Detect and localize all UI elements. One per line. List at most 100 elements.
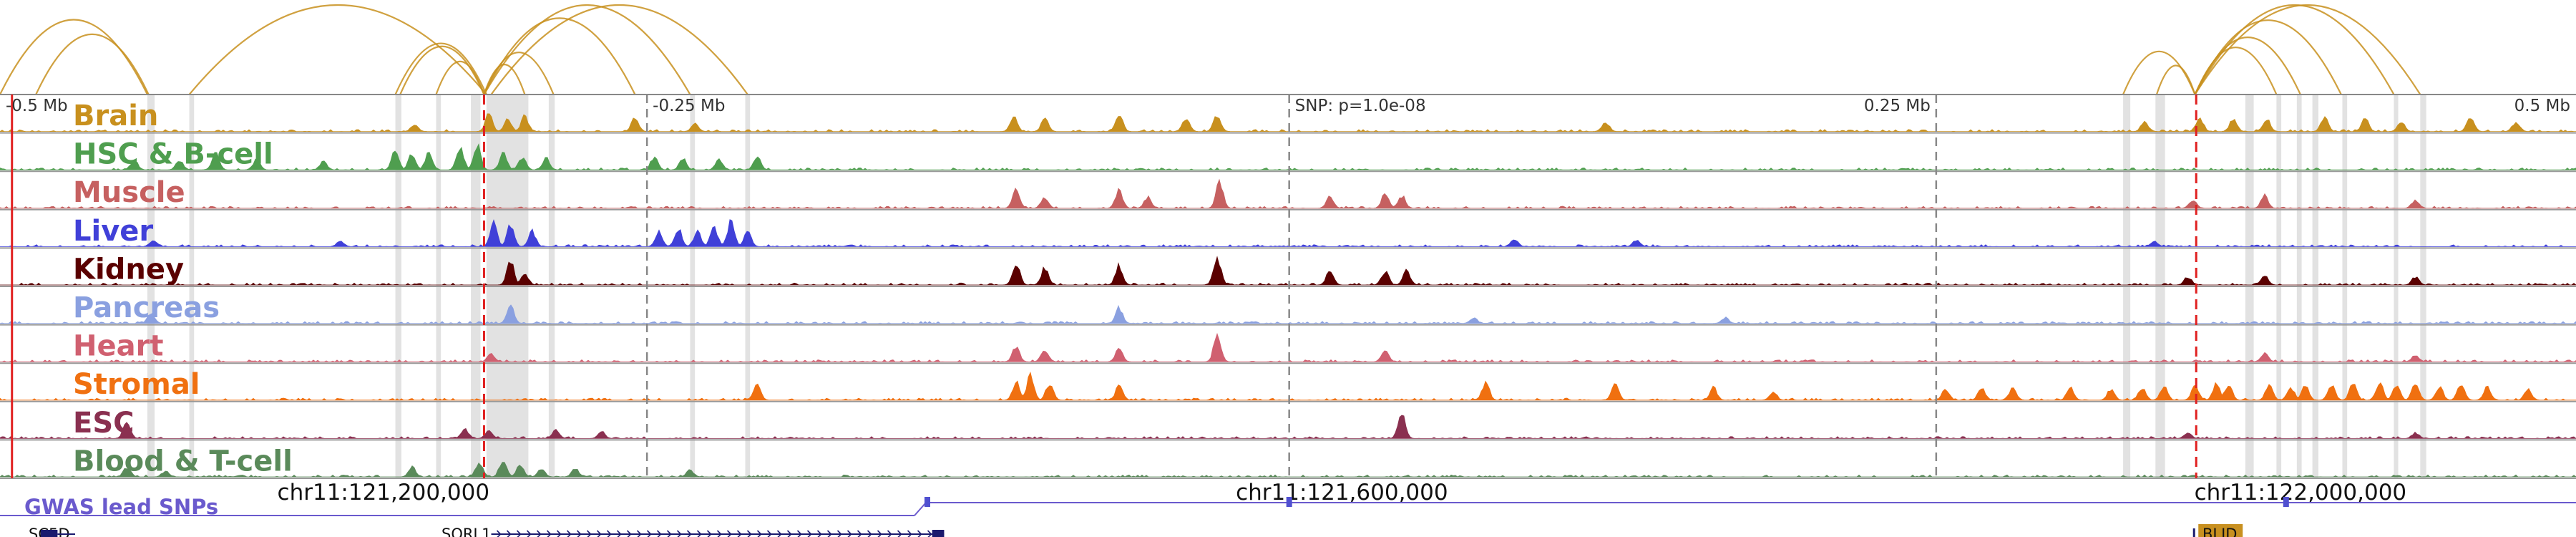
gene-strand-1 bbox=[816, 530, 822, 537]
bottom-tick-label-1: chr11:121,600,000 bbox=[1236, 480, 1448, 505]
gene-strand-1 bbox=[506, 530, 512, 537]
loop-arc-4 bbox=[399, 45, 485, 95]
loop-arc-1 bbox=[35, 33, 150, 95]
gene-strand-1 bbox=[776, 530, 782, 537]
track-signal-8 bbox=[0, 415, 2576, 439]
gene-strand-1 bbox=[756, 530, 762, 537]
loop-arcs bbox=[0, 4, 2421, 95]
gene-strand-1 bbox=[857, 530, 862, 537]
gene-strand-1 bbox=[646, 530, 652, 537]
bottom-annotations: GWAS lead SNPs chr11:121,200,000 chr11:12… bbox=[0, 480, 2576, 537]
track-signal-2 bbox=[0, 178, 2576, 209]
gene-strand-1 bbox=[676, 530, 682, 537]
loop-arc-8 bbox=[483, 17, 636, 95]
loop-arc-12 bbox=[2155, 64, 2196, 95]
bottom-tick-label-0: chr11:121,200,000 bbox=[278, 480, 490, 505]
track-signal-1 bbox=[0, 143, 2576, 170]
track-labels: Brain HSC & B-cell Muscle Liver Kidney Pancre… bbox=[73, 100, 293, 478]
loop-arc-16 bbox=[2194, 4, 2395, 95]
loop-arc-2 bbox=[188, 4, 487, 95]
gene-strand-1 bbox=[686, 530, 692, 537]
track-label-1: HSC & B-cell bbox=[73, 138, 273, 171]
gene-label-2: BLID bbox=[2202, 526, 2237, 537]
marker-lines bbox=[11, 95, 2197, 478]
loop-arc-9 bbox=[483, 4, 691, 95]
track-label-9: Blood & T-cell bbox=[73, 445, 293, 478]
bottom-tick-label-2: chr11:122,000,000 bbox=[2195, 480, 2407, 505]
gene-strand-1 bbox=[746, 530, 752, 537]
loop-arc-5 bbox=[435, 61, 485, 95]
gene-strand-1 bbox=[496, 530, 502, 537]
gene-strand-1 bbox=[867, 530, 872, 537]
gene-strand-1 bbox=[796, 530, 802, 537]
gene-strand-1 bbox=[616, 530, 622, 537]
gene-strand-1 bbox=[887, 530, 892, 537]
gene-strand-1 bbox=[626, 530, 632, 537]
track-label-3: Liver bbox=[73, 215, 153, 248]
gene-strand-1 bbox=[786, 530, 792, 537]
gene-strand-1 bbox=[766, 530, 772, 537]
gene-strand-1 bbox=[606, 530, 612, 537]
gene-strand-1 bbox=[907, 530, 912, 537]
gene-strand-1 bbox=[696, 530, 702, 537]
gene-strand-1 bbox=[736, 530, 742, 537]
gene-strand-1 bbox=[586, 530, 592, 537]
loop-arc-10 bbox=[490, 4, 748, 95]
gwas-snp-0 bbox=[924, 497, 930, 507]
gwas-snp-1 bbox=[1286, 497, 1292, 507]
gene-strand-1 bbox=[656, 530, 662, 537]
track-label-4: Kidney bbox=[73, 253, 184, 286]
gwas-snp-2 bbox=[2283, 497, 2289, 507]
top-tick-label-0: -0.5 Mb bbox=[6, 97, 68, 115]
gene-strand-1 bbox=[596, 530, 602, 537]
top-tick-label-2: SNP: p=1.0e-08 bbox=[1295, 97, 1426, 115]
gene-strand-1 bbox=[546, 530, 552, 537]
track-label-0: Brain bbox=[73, 100, 158, 132]
track-signal-4 bbox=[0, 256, 2576, 286]
gene-strand-1 bbox=[536, 530, 542, 537]
loop-arc-7 bbox=[483, 52, 555, 95]
loop-arc-17 bbox=[2194, 4, 2421, 95]
loop-arc-3 bbox=[394, 42, 487, 95]
track-signal-3 bbox=[0, 219, 2576, 247]
track-label-7: Stromal bbox=[73, 368, 200, 401]
gene-strand-1 bbox=[847, 530, 852, 537]
gene-strand-1 bbox=[706, 530, 712, 537]
gene-strand-1 bbox=[826, 530, 832, 537]
top-tick-label-4: 0.5 Mb bbox=[2514, 97, 2570, 115]
gene-strand-1 bbox=[556, 530, 562, 537]
track-signal-9 bbox=[0, 462, 2576, 478]
gene-strand-1 bbox=[877, 530, 882, 537]
gene-strand-1 bbox=[576, 530, 582, 537]
top-axis: -0.5 Mb -0.25 Mb SNP: p=1.0e-08 0.25 Mb 0.5 … bbox=[6, 95, 2570, 478]
signal-tracks bbox=[0, 94, 2576, 479]
gene-strand-1 bbox=[917, 530, 922, 537]
gwas-connector bbox=[914, 502, 927, 516]
gene-strand-1 bbox=[516, 530, 522, 537]
loop-arc-0 bbox=[0, 19, 148, 95]
track-signal-5 bbox=[0, 304, 2576, 324]
track-signal-0 bbox=[0, 113, 2576, 132]
gene-strand-1 bbox=[526, 530, 532, 537]
gene-strand-1 bbox=[636, 530, 642, 537]
track-label-5: Pancreas bbox=[73, 291, 220, 324]
track-label-8: ESC bbox=[73, 407, 135, 440]
top-tick-label-1: -0.25 Mb bbox=[653, 97, 725, 115]
gene-strand-1 bbox=[666, 530, 672, 537]
gene-label-1: SORL1 bbox=[441, 526, 492, 537]
gene-strand-1 bbox=[566, 530, 572, 537]
gene-strand-1 bbox=[726, 530, 732, 537]
top-tick-label-3: 0.25 Mb bbox=[1864, 97, 1931, 115]
track-label-2: Muscle bbox=[73, 176, 185, 209]
gene-box-2 bbox=[2198, 524, 2243, 537]
gene-exon-0 bbox=[40, 530, 58, 537]
gene-strand-1 bbox=[897, 530, 902, 537]
gene-strand-1 bbox=[836, 530, 842, 537]
loop-arc-15 bbox=[2194, 19, 2342, 95]
gene-strand-1 bbox=[716, 530, 722, 537]
gene-strand-1 bbox=[927, 530, 932, 537]
loop-arc-11 bbox=[2122, 50, 2196, 95]
gene-exon-1 bbox=[932, 530, 945, 537]
